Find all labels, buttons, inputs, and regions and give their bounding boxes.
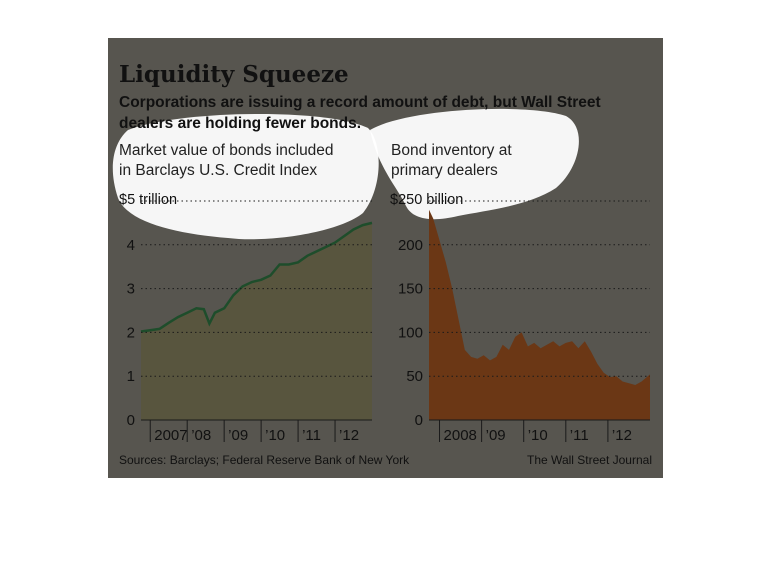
highlight-right-blob (370, 108, 579, 220)
right-chart-xtick-label: ’12 (612, 427, 632, 444)
left-chart-ytick-label: 3 (127, 281, 135, 298)
right-chart-area (429, 209, 650, 420)
right-chart-xtick-label: ’10 (528, 427, 548, 444)
left-chart-label-line1: Market value of bonds included (119, 142, 334, 159)
right-chart-xtick-label: ’09 (486, 427, 506, 444)
left-chart: 0 1 2 3 4 2007’08 ’09 ’10 ’11 ’12 (127, 200, 373, 444)
right-chart-label-line2: primary dealers (391, 162, 498, 179)
chart-card: Liquidity Squeeze Corporations are issui… (108, 38, 663, 478)
left-chart-ytick-label: 0 (127, 412, 135, 429)
left-chart-label-line2: in Barclays U.S. Credit Index (119, 162, 318, 179)
right-chart-top-tick-label: $250 billion (390, 192, 464, 208)
left-chart-xtick-label: ’09 (228, 427, 248, 444)
right-chart-ytick-label: 100 (398, 324, 423, 341)
left-chart-area (141, 222, 372, 420)
right-chart-ytick-label: 50 (406, 368, 423, 385)
right-chart-ytick-label: 150 (398, 281, 423, 298)
right-chart: 0 50 100 150 200 2008 ’09 ’10 ’11 ’12 (398, 200, 650, 444)
highlighter-overlay (112, 108, 579, 240)
right-chart-xtick-label: 2008 (444, 427, 477, 444)
highlight-left-blob (112, 113, 379, 240)
left-chart-ytick-label: 4 (127, 237, 135, 254)
left-chart-xtick-label: ’11 (302, 427, 321, 444)
chart-title: Liquidity Squeeze (119, 61, 349, 88)
right-chart-ytick-label: 0 (415, 412, 423, 429)
left-chart-xtick-label: 2007 (154, 427, 187, 444)
source-note: Sources: Barclays; Federal Reserve Bank … (119, 453, 410, 467)
left-chart-line (140, 221, 373, 333)
left-chart-top-tick-label: $5 trillion (119, 192, 178, 208)
chart-subtitle-line1: Corporations are issuing a record amount… (119, 94, 601, 111)
left-chart-xtick-label: ’10 (265, 427, 285, 444)
right-chart-label-line1: Bond inventory at (391, 142, 512, 159)
left-chart-xtick-label: ’08 (191, 427, 211, 444)
left-chart-xtick-label: ’12 (339, 427, 359, 444)
right-chart-xtick-label: ’11 (570, 427, 589, 444)
charts-svg: 0 1 2 3 4 2007’08 ’09 ’10 ’11 ’12 0 50 100 150 200 200… (127, 200, 650, 444)
left-chart-ytick-label: 1 (127, 368, 135, 385)
credit-note: The Wall Street Journal (527, 453, 652, 467)
right-chart-ytick-label: 200 (398, 237, 423, 254)
chart-subtitle-line2: dealers are holding fewer bonds. (119, 115, 362, 132)
left-chart-ytick-label: 2 (127, 324, 135, 341)
